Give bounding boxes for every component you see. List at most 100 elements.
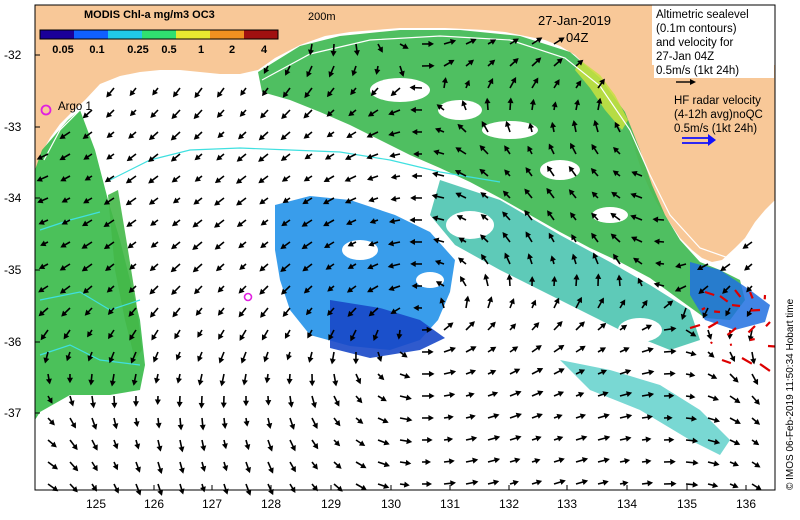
velocity-arrowhead [238, 287, 245, 294]
velocity-arrowhead [631, 170, 638, 177]
velocity-arrowhead [742, 243, 749, 249]
velocity-arrowhead [441, 77, 448, 84]
velocity-arrowhead [398, 70, 405, 77]
velocity-arrowhead [713, 417, 721, 423]
velocity-arrowhead [355, 377, 362, 385]
velocity-arrowhead [128, 132, 135, 139]
velocity-arrowhead [461, 100, 468, 107]
velocity-arrowhead [240, 89, 246, 96]
velocity-arrowhead [71, 443, 78, 451]
colorbar-label-5: 1 [197, 44, 205, 56]
velocity-arrowhead [284, 332, 291, 339]
velocity-arrowhead [197, 379, 204, 386]
velocity-arrowhead [409, 84, 416, 91]
velocity-arrowhead [484, 97, 491, 104]
velocity-arrowhead [172, 197, 180, 204]
velocity-arrowhead [306, 71, 312, 78]
velocity-arrowhead [176, 377, 182, 384]
velocity-arrowhead [450, 369, 457, 376]
velocity-arrowhead [128, 286, 135, 294]
velocity-arrowhead [281, 176, 289, 182]
velocity-arrowhead [489, 59, 496, 66]
velocity-arrowhead [38, 310, 45, 317]
velocity-arrowhead [668, 392, 675, 399]
velocity-arrowhead [66, 377, 74, 384]
velocity-arrowhead [51, 463, 59, 470]
velocity-arrowhead [59, 287, 67, 294]
velocity-arrowhead [280, 134, 287, 141]
velocity-arrowhead [509, 298, 515, 305]
x-tick-label: 136 [735, 497, 757, 511]
velocity-arrowhead [103, 243, 111, 250]
velocity-arrowhead [578, 391, 585, 398]
velocity-arrowhead [548, 143, 555, 150]
velocity-arrowhead [263, 356, 270, 363]
velocity-arrowhead [282, 91, 289, 98]
velocity-arrowhead [428, 348, 434, 355]
velocity-arrowhead [106, 286, 113, 293]
velocity-arrowhead [551, 101, 558, 108]
velocity-arrowhead [668, 436, 675, 443]
velocity-arrowhead [734, 418, 741, 424]
velocity-arrowhead [493, 413, 500, 419]
velocity-arrowhead [45, 378, 52, 385]
velocity-arrowhead [112, 463, 119, 471]
velocity-arrowhead [280, 155, 288, 161]
velocity-arrowhead [194, 154, 201, 161]
velocity-arrowhead [647, 480, 654, 487]
velocity-arrowhead [236, 221, 244, 227]
velocity-arrowhead [403, 481, 410, 488]
velocity-arrowhead [38, 263, 46, 269]
chl-patch-offshore-teal [430, 180, 700, 350]
velocity-arrowhead [449, 346, 456, 353]
velocity-arrowhead [535, 479, 543, 486]
velocity-arrowhead [670, 458, 676, 465]
velocity-arrowhead [177, 424, 184, 431]
colorbar [39, 29, 279, 40]
velocity-arrowhead [155, 422, 162, 429]
velocity-arrowhead [236, 177, 243, 184]
velocity-arrowhead [200, 465, 207, 472]
x-tick-label: 125 [85, 497, 107, 511]
velocity-arrowhead [574, 99, 581, 106]
velocity-arrowhead [65, 355, 72, 362]
velocity-arrowhead [267, 445, 274, 452]
velocity-arrowhead [366, 153, 373, 160]
velocity-arrowhead [388, 285, 395, 292]
velocity-arrowhead [623, 347, 630, 353]
velocity-arrowhead [219, 380, 226, 387]
velocity-arrowhead [125, 177, 133, 184]
velocity-arrowhead [571, 253, 578, 260]
colorbar-segment [244, 30, 279, 39]
velocity-arrowhead [432, 171, 439, 178]
velocity-arrowhead [390, 195, 397, 202]
velocity-arrowhead [368, 196, 375, 203]
velocity-arrowhead [149, 265, 156, 272]
velocity-arrowhead [433, 237, 440, 244]
velocity-arrowhead [198, 402, 205, 409]
y-tick-label: -34 [4, 191, 22, 205]
velocity-arrowhead [537, 390, 544, 397]
velocity-arrowhead [149, 288, 156, 295]
velocity-arrowhead [534, 458, 541, 464]
hf-radar-arrow [709, 341, 713, 345]
velocity-arrowhead [535, 57, 542, 64]
velocity-arrowhead [481, 254, 487, 261]
velocity-arrowhead [345, 154, 352, 160]
velocity-arrowhead [432, 215, 439, 222]
velocity-arrowhead [428, 414, 434, 422]
velocity-arrowhead [670, 348, 677, 355]
velocity-arrowhead [514, 457, 521, 464]
velocity-arrowhead [334, 440, 341, 447]
argo-label: Argo 1 [58, 101, 92, 113]
chl-patch-west-strip [108, 190, 142, 360]
velocity-arrowhead [347, 263, 354, 269]
colorbar-label-1: 0.05 [52, 44, 74, 56]
velocity-arrowhead [63, 333, 70, 340]
velocity-arrowhead [750, 358, 757, 365]
velocity-arrowhead [410, 106, 416, 113]
velocity-arrowhead [429, 62, 435, 69]
velocity-arrowhead [125, 199, 132, 206]
velocity-arrowhead [312, 463, 318, 470]
velocity-arrowhead [194, 175, 201, 182]
